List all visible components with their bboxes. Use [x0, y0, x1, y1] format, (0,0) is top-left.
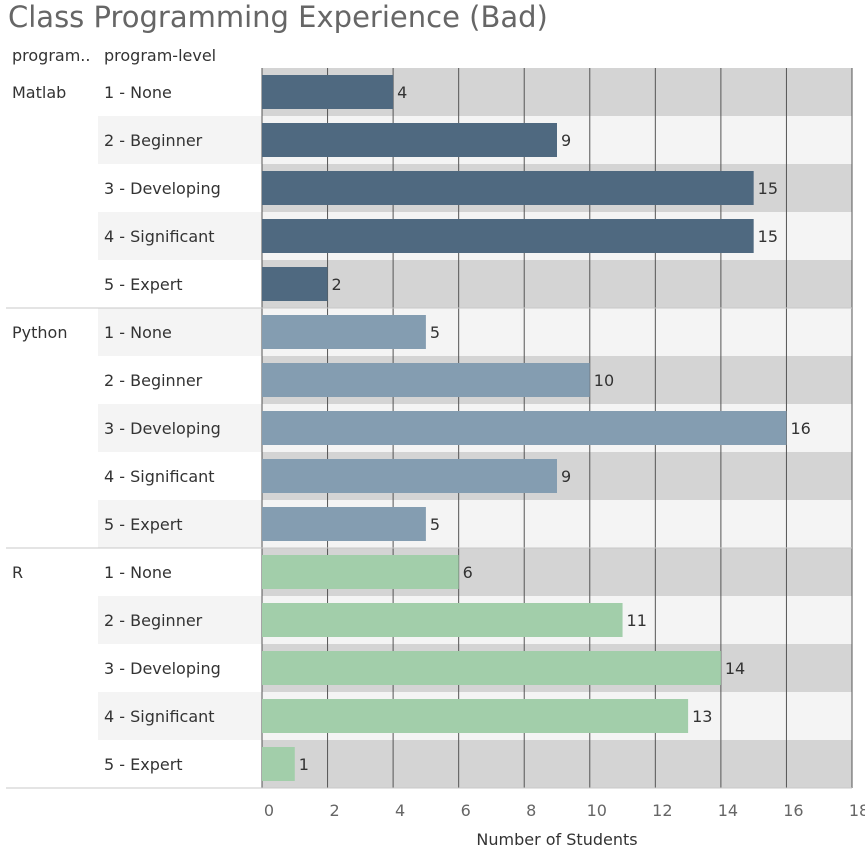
- data-label: 10: [594, 371, 614, 390]
- x-tick-label: 16: [783, 801, 803, 820]
- category-label: 1 - None: [104, 323, 172, 342]
- chart-title: Class Programming Experience (Bad): [8, 0, 548, 34]
- data-label: 9: [561, 131, 571, 150]
- category-label: 5 - Expert: [104, 755, 183, 774]
- category-label: 4 - Significant: [104, 707, 215, 726]
- data-label: 14: [725, 659, 745, 678]
- data-label: 6: [463, 563, 473, 582]
- group-label: Matlab: [12, 83, 66, 102]
- program-level-column-header[interactable]: program-level: [104, 46, 217, 65]
- bar[interactable]: [262, 555, 459, 589]
- x-tick-label: 2: [329, 801, 339, 820]
- bar[interactable]: [262, 171, 754, 205]
- data-label: 5: [430, 515, 440, 534]
- data-label: 1: [299, 755, 309, 774]
- category-label: 3 - Developing: [104, 419, 221, 438]
- bar[interactable]: [262, 507, 426, 541]
- row-label-band: [98, 308, 262, 356]
- row-label-band: [98, 404, 262, 452]
- x-tick-label: 4: [395, 801, 405, 820]
- row-label-band: [98, 116, 262, 164]
- category-label: 2 - Beginner: [104, 611, 203, 630]
- data-label: 4: [397, 83, 407, 102]
- row-label-band: [98, 692, 262, 740]
- bar[interactable]: [262, 651, 721, 685]
- bar[interactable]: [262, 747, 295, 781]
- data-label: 13: [692, 707, 712, 726]
- category-label: 1 - None: [104, 83, 172, 102]
- x-tick-label: 6: [461, 801, 471, 820]
- data-label: 16: [790, 419, 810, 438]
- category-label: 2 - Beginner: [104, 371, 203, 390]
- bar[interactable]: [262, 123, 557, 157]
- x-tick-label: 18: [849, 801, 865, 820]
- bar[interactable]: [262, 603, 623, 637]
- category-label: 3 - Developing: [104, 659, 221, 678]
- x-tick-label: 14: [718, 801, 738, 820]
- x-tick-label: 8: [526, 801, 536, 820]
- data-label: 11: [627, 611, 647, 630]
- x-tick-label: 0: [264, 801, 274, 820]
- data-label: 15: [758, 227, 778, 246]
- group-label: Python: [12, 323, 67, 342]
- category-label: 3 - Developing: [104, 179, 221, 198]
- bar[interactable]: [262, 75, 394, 109]
- bar[interactable]: [262, 699, 689, 733]
- category-label: 5 - Expert: [104, 275, 183, 294]
- row-label-band: [98, 500, 262, 548]
- category-label: 5 - Expert: [104, 515, 183, 534]
- plot-row-band: [262, 260, 852, 308]
- bar[interactable]: [262, 219, 754, 253]
- category-label: 1 - None: [104, 563, 172, 582]
- data-label: 9: [561, 467, 571, 486]
- data-label: 2: [332, 275, 342, 294]
- data-label: 5: [430, 323, 440, 342]
- program-column-header[interactable]: program..: [12, 46, 91, 65]
- x-axis-title: Number of Students: [476, 830, 638, 849]
- category-label: 2 - Beginner: [104, 131, 203, 150]
- bar[interactable]: [262, 363, 590, 397]
- row-label-band: [98, 212, 262, 260]
- bar[interactable]: [262, 315, 426, 349]
- bar[interactable]: [262, 411, 787, 445]
- group-label: R: [12, 563, 23, 582]
- bar[interactable]: [262, 267, 328, 301]
- category-label: 4 - Significant: [104, 467, 215, 486]
- row-label-band: [98, 596, 262, 644]
- data-label: 15: [758, 179, 778, 198]
- x-tick-label: 12: [652, 801, 672, 820]
- plot-row-band: [262, 740, 852, 788]
- category-label: 4 - Significant: [104, 227, 215, 246]
- bar[interactable]: [262, 459, 557, 493]
- x-tick-label: 10: [587, 801, 607, 820]
